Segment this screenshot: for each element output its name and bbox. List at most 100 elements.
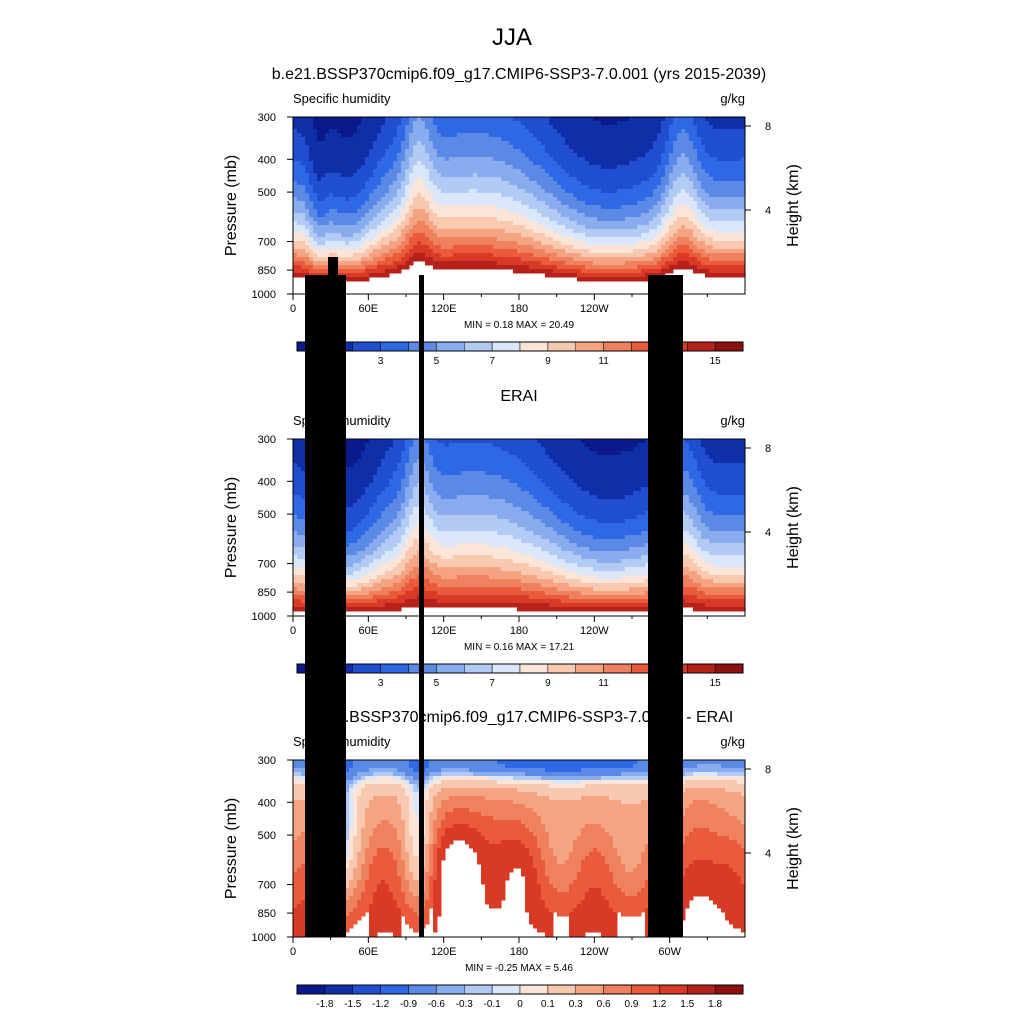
contour-cell [305, 117, 310, 146]
contour-cell [593, 495, 598, 520]
contour-cell [597, 229, 602, 238]
contour-cell [541, 780, 546, 785]
contour-cell [357, 265, 362, 270]
contour-cell [297, 559, 302, 568]
contour-cell [613, 551, 618, 564]
contour-cell [525, 193, 530, 206]
contour-cell [301, 225, 306, 234]
contour-cell [585, 491, 590, 520]
contour-cell [689, 776, 694, 781]
contour-cell [473, 515, 478, 532]
contour-cell [597, 852, 602, 889]
contour-cell [369, 273, 374, 278]
contour-cell [413, 209, 418, 226]
contour-cell [385, 571, 390, 580]
y-tick-label: 300 [258, 434, 276, 446]
contour-cell [517, 579, 522, 588]
contour-cell [425, 213, 430, 226]
contour-cell [485, 567, 490, 576]
contour-cell [353, 543, 358, 556]
contour-cell [461, 776, 466, 781]
contour-cell [497, 209, 502, 222]
contour-cell [377, 225, 382, 234]
contour-cell [505, 772, 510, 777]
contour-cell [297, 257, 302, 262]
contour-cell [301, 591, 306, 596]
contour-cell [297, 261, 302, 266]
contour-cell [501, 535, 506, 548]
y-tick-label: 1000 [252, 611, 276, 623]
contour-cell [553, 495, 558, 516]
contour-cell [537, 241, 542, 250]
contour-cell [409, 237, 414, 250]
contour-cell [417, 209, 422, 222]
contour-cell [597, 599, 602, 604]
contour-cell [573, 209, 578, 222]
contour-cell [461, 780, 466, 789]
contour-cell [569, 229, 574, 238]
contour-cell [713, 439, 718, 464]
contour-cell [533, 209, 538, 222]
contour-cell [577, 579, 582, 588]
colorbar-swatch [659, 984, 688, 995]
contour-cell [557, 499, 562, 520]
contour-cell [617, 209, 622, 222]
contour-cell [361, 253, 366, 258]
contour-cell [701, 257, 706, 266]
contour-cell [401, 221, 406, 230]
contour-cell [661, 257, 666, 266]
contour-cell [521, 792, 526, 805]
contour-cell [533, 575, 538, 584]
contour-cell [441, 249, 446, 258]
contour-cell [537, 599, 542, 604]
contour-cell [509, 221, 514, 234]
colorbar-swatch [436, 984, 465, 995]
contour-cell [485, 117, 490, 134]
contour-cell [349, 261, 354, 266]
contour-cell [509, 772, 514, 777]
contour-cell [625, 237, 630, 246]
contour-cell [601, 896, 606, 937]
contour-cell [629, 269, 634, 274]
contour-cell [573, 563, 578, 572]
contour-cell [297, 273, 302, 278]
contour-cell [461, 788, 466, 797]
contour-cell [645, 555, 650, 564]
contour-cell [413, 487, 418, 508]
contour-cell [537, 535, 542, 548]
contour-cell [417, 141, 422, 162]
contour-cell [541, 591, 546, 600]
contour-cell [469, 515, 474, 532]
contour-cell [397, 237, 402, 246]
contour-cell [357, 772, 362, 781]
contour-cell [349, 237, 354, 242]
contour-cell [701, 201, 706, 214]
contour-cell [401, 772, 406, 777]
contour-cell [693, 828, 698, 861]
contour-cell [629, 205, 634, 218]
colorbar-label: 1.8 [708, 999, 722, 1010]
contour-cell [705, 800, 710, 829]
y-tick-label: 850 [258, 908, 276, 920]
contour-cell [421, 165, 426, 182]
contour-cell [349, 828, 354, 861]
contour-cell [497, 265, 502, 270]
contour-cell [553, 253, 558, 262]
contour-cell [321, 117, 326, 142]
contour-cell [413, 165, 418, 182]
contour-cell [629, 760, 634, 769]
contour-cell [349, 760, 354, 769]
contour-cell [493, 531, 498, 548]
contour-cell [457, 587, 462, 596]
contour-cell [697, 599, 702, 604]
contour-cell [377, 495, 382, 520]
contour-cell [605, 229, 610, 238]
y-tick-label: 850 [258, 587, 276, 599]
contour-cell [465, 587, 470, 596]
contour-cell [325, 173, 330, 198]
contour-cell [561, 591, 566, 596]
contour-cell [629, 547, 634, 560]
contour-cell [361, 551, 366, 560]
contour-cell [549, 848, 554, 885]
contour-cell [721, 265, 726, 274]
